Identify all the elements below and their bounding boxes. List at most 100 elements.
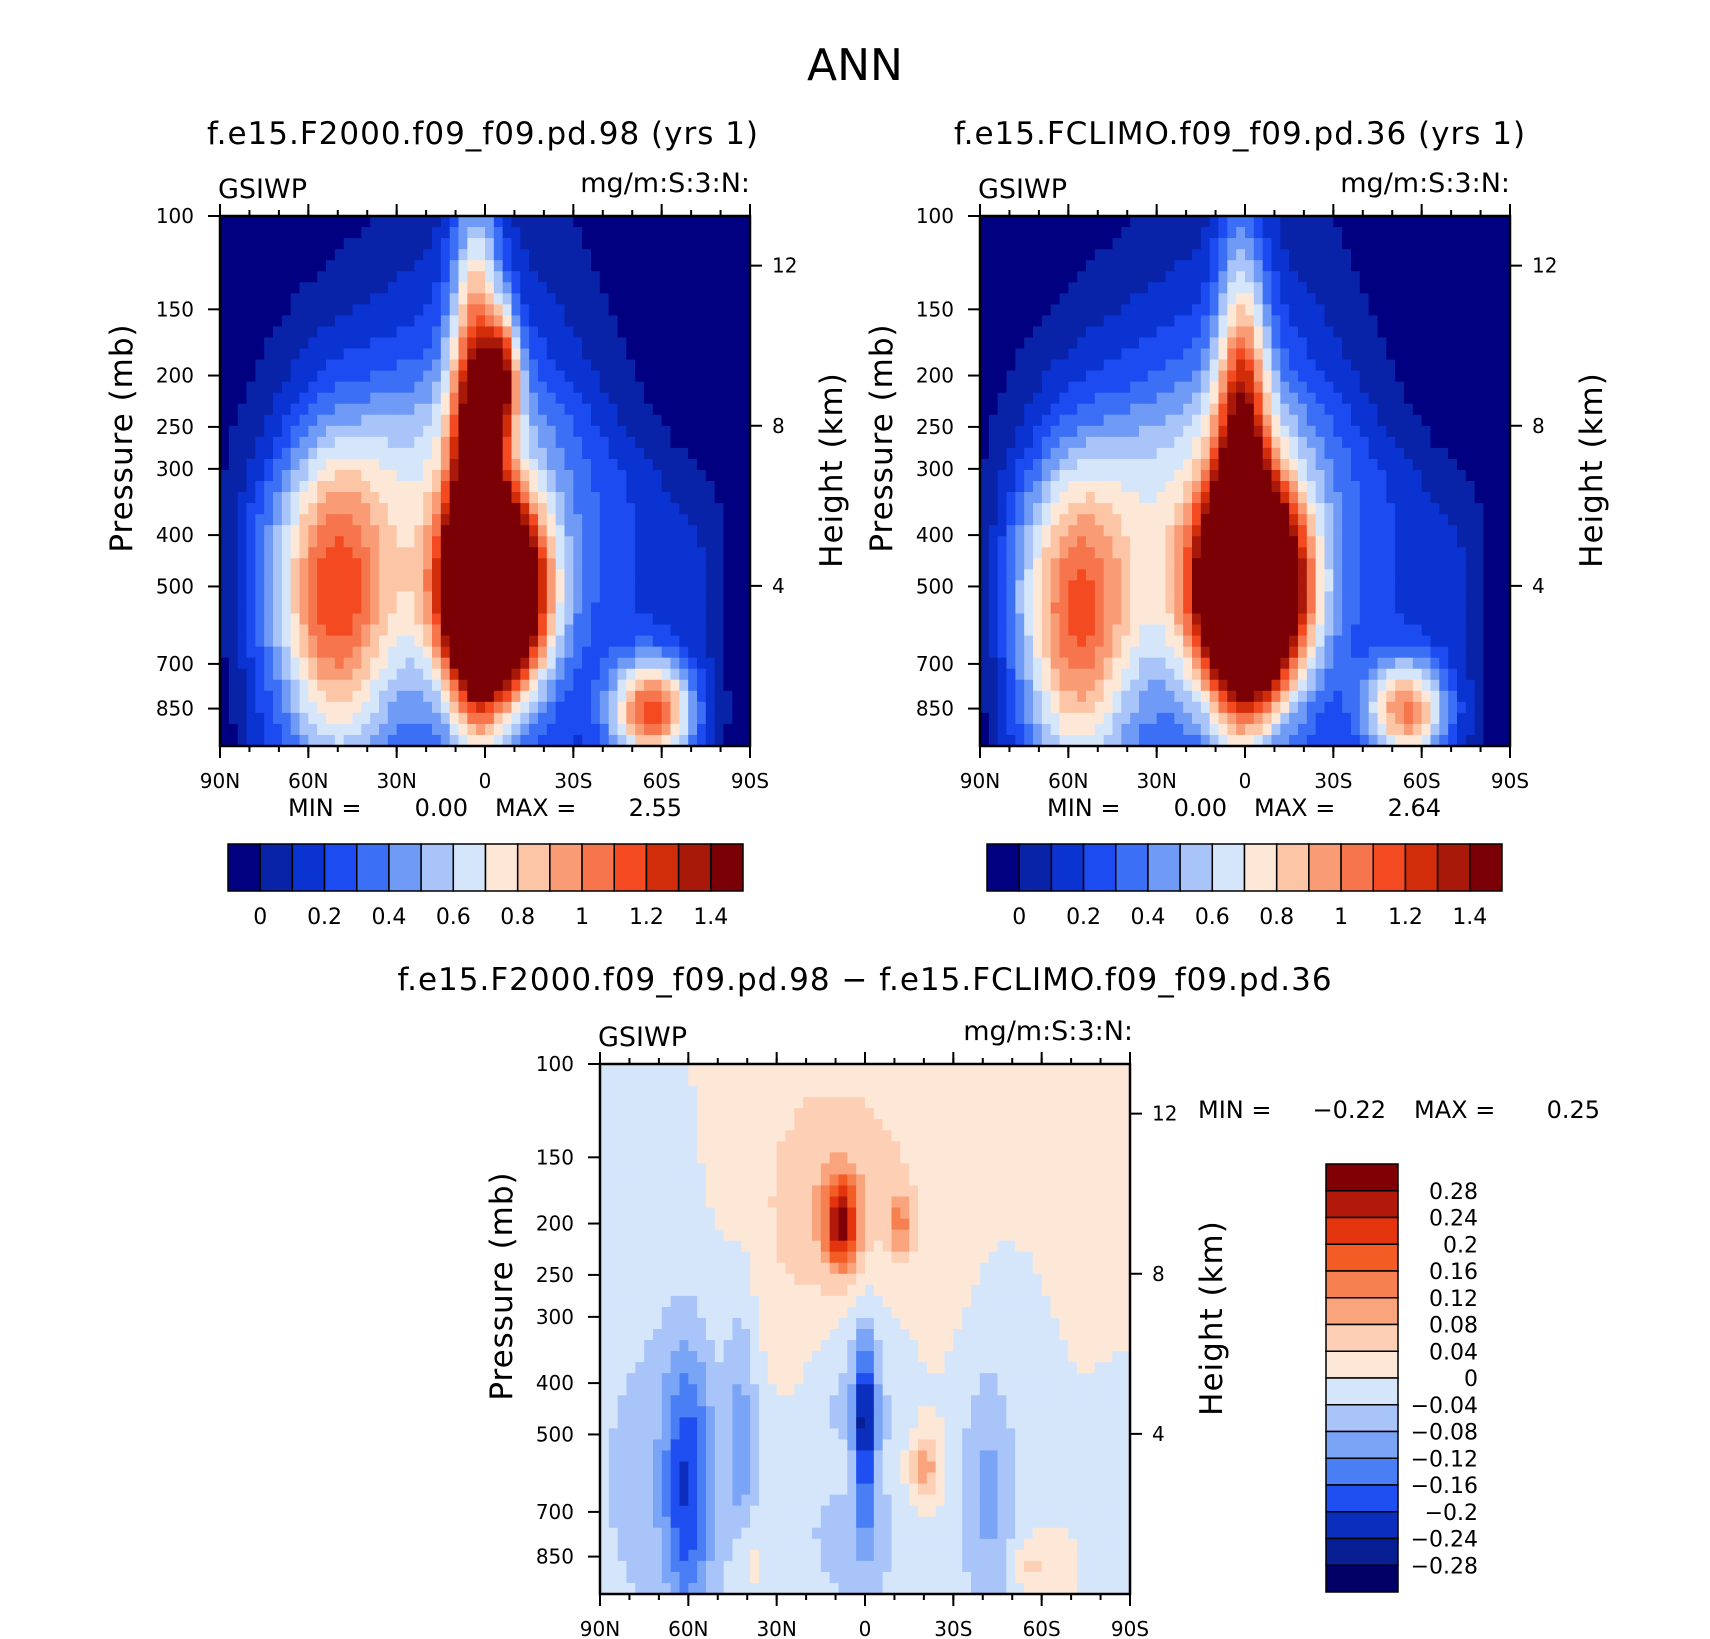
right-field-cell	[1121, 425, 1131, 438]
right-field-cell	[1262, 249, 1273, 261]
right-field-cell	[1227, 238, 1237, 250]
left-field-cell	[741, 492, 751, 504]
left-field-cell	[281, 613, 292, 626]
left-field-cell	[697, 293, 707, 305]
left-field-cell	[493, 646, 504, 659]
right-field-cell	[1130, 304, 1140, 316]
right-field-cell	[1112, 547, 1122, 559]
right-field-cell	[1209, 216, 1220, 228]
left-field-cell	[573, 536, 583, 548]
left-field-cell	[617, 547, 627, 559]
left-field-cell	[679, 370, 689, 383]
left-field-cell	[635, 370, 645, 383]
left-field-cell	[635, 260, 645, 272]
right-field-cell	[1103, 679, 1114, 692]
left-field-cell	[688, 525, 698, 537]
left-field-cell	[246, 668, 256, 681]
left-field-cell	[564, 249, 574, 261]
left-field-cell	[370, 690, 380, 703]
left-field-cell	[299, 536, 309, 548]
left-field-cell	[732, 392, 742, 405]
left-field-cell	[608, 492, 619, 504]
right-field-cell	[1227, 381, 1237, 394]
right-field-cell	[1147, 271, 1158, 283]
left-field-cell	[423, 403, 433, 416]
left-field-cell	[511, 370, 521, 383]
left-field-cell	[220, 436, 230, 449]
left-field-cell	[573, 723, 583, 736]
left-field-cell	[617, 514, 627, 526]
right-field-cell	[1050, 635, 1061, 648]
right-field-cell	[1024, 569, 1034, 581]
right-field-cell	[997, 216, 1008, 228]
left-field-cell	[290, 304, 301, 316]
left-field-cell	[246, 635, 256, 648]
left-field-cell	[617, 690, 627, 703]
right-field-cell	[1050, 304, 1061, 316]
left-field-cell	[502, 602, 513, 615]
left-field-cell	[290, 514, 301, 526]
right-field-cell	[1156, 602, 1167, 615]
right-field-cell	[1059, 624, 1069, 637]
left-field-cell	[220, 447, 230, 460]
right-field-cell	[1130, 370, 1140, 383]
left-colorbar-swatch	[710, 843, 744, 892]
left-colorbar-label: 0	[253, 905, 267, 930]
left-field-cell	[485, 348, 495, 361]
right-field-cell	[1324, 315, 1334, 328]
right-field-cell	[1103, 591, 1114, 604]
left-field-cell	[555, 469, 566, 482]
left-field-cell	[485, 536, 495, 548]
left-field-cell	[440, 326, 451, 339]
left-field-cell	[635, 481, 645, 493]
right-field-cell	[1192, 249, 1202, 261]
right-field-cell	[1192, 414, 1202, 427]
left-field-cell	[485, 216, 495, 228]
right-field-cell	[1324, 458, 1334, 471]
left-field-cell	[573, 447, 583, 460]
left-field-cell	[564, 260, 574, 272]
left-field-cell	[573, 458, 583, 471]
left-field-cell	[502, 403, 513, 416]
left-field-cell	[679, 293, 689, 305]
left-field-cell	[440, 425, 451, 438]
left-field-cell	[741, 668, 751, 681]
right-field-cell	[1315, 514, 1326, 526]
left-field-cell	[705, 282, 716, 294]
left-field-cell	[582, 304, 592, 316]
left-field-cell	[334, 503, 345, 515]
right-field-cell	[1024, 216, 1034, 228]
left-field-cell	[652, 238, 663, 250]
left-field-cell	[511, 701, 521, 714]
left-field-cell	[538, 569, 548, 581]
left-field-cell	[591, 558, 601, 570]
right-field-cell	[1315, 315, 1326, 328]
left-field-cell	[732, 315, 742, 328]
left-field-cell	[723, 469, 733, 482]
left-field-cell	[290, 293, 301, 305]
left-field-cell	[379, 403, 389, 416]
right-field-cell	[1130, 723, 1140, 736]
right-field-cell	[1209, 315, 1220, 328]
left-ytick-label: 700	[156, 652, 194, 676]
left-field-cell	[449, 591, 460, 604]
left-colorbar-swatch	[388, 843, 422, 892]
left-field-cell	[299, 403, 309, 416]
right-field-cell	[1077, 657, 1087, 670]
left-field-cell	[334, 580, 345, 593]
right-field-cell	[1289, 503, 1299, 515]
left-field-cell	[511, 580, 521, 593]
right-field-cell	[1103, 734, 1114, 747]
right-field-cell	[1200, 580, 1211, 593]
right-field-cell	[1174, 414, 1184, 427]
right-field-cell	[1271, 591, 1281, 604]
left-field-cell	[308, 657, 318, 670]
right-field-cell	[1218, 271, 1228, 283]
left-field-cell	[264, 624, 274, 637]
right-field-cell	[980, 436, 990, 449]
left-field-cell	[626, 690, 636, 703]
right-field-cell	[1059, 359, 1069, 372]
left-field-cell	[273, 425, 283, 438]
right-field-cell	[1068, 712, 1078, 725]
right-field-cell	[1094, 436, 1105, 449]
